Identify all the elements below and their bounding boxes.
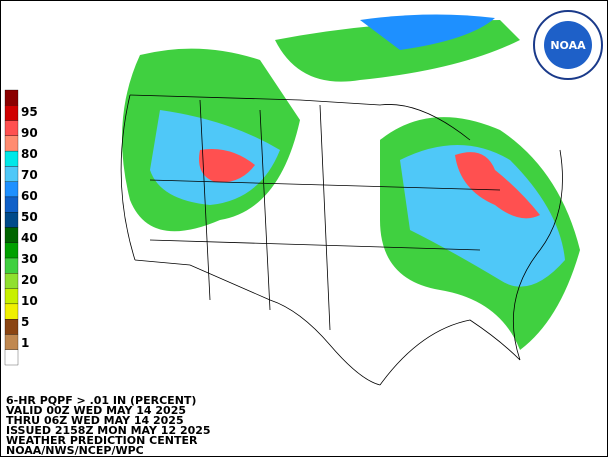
legend-swatch	[4, 257, 19, 274]
legend-swatch	[4, 242, 19, 259]
legend-swatch	[4, 166, 19, 182]
legend-label: 10	[21, 294, 38, 308]
legend-swatch	[4, 273, 19, 289]
legend-label: 90	[21, 126, 38, 140]
legend-label: 80	[21, 147, 38, 161]
legend-swatch	[4, 227, 19, 243]
precip-east-core	[400, 145, 565, 287]
legend-label: 30	[21, 252, 38, 266]
footer-line: ISSUED 2158Z MON MAY 12 2025	[6, 424, 211, 437]
borders	[120, 94, 563, 386]
legend-swatch	[4, 135, 19, 152]
precip-north-core	[360, 14, 495, 51]
footer-line: WEATHER PREDICTION CENTER	[6, 434, 198, 447]
noaa-logo: NOAA	[533, 10, 603, 80]
legend-swatch	[4, 150, 19, 167]
legend: 95 90 80 70 60 50 40 30 20 10 5 1	[4, 89, 38, 366]
west-coast	[120, 94, 136, 261]
legend-swatch	[4, 120, 19, 136]
legend-swatch	[4, 303, 19, 320]
legend-swatch	[4, 319, 19, 335]
legend-label: 70	[21, 168, 38, 182]
legend-label: 40	[21, 231, 38, 245]
legend-label: 20	[21, 273, 38, 287]
footer-line: 6-HR PQPF > .01 IN (PERCENT)	[6, 394, 196, 407]
precip-east-high	[455, 152, 540, 219]
legend-swatch	[4, 196, 19, 213]
precip-west-high	[199, 149, 255, 183]
legend-label: 60	[21, 189, 38, 203]
logo-disc	[544, 21, 592, 69]
legend-label: 5	[21, 315, 29, 329]
us-mexico-border	[134, 259, 381, 386]
footer: 6-HR PQPF > .01 IN (PERCENT)VALID 00Z WE…	[6, 394, 211, 457]
us-canada-border	[129, 94, 471, 141]
footer-line: THRU 06Z WED MAY 14 2025	[6, 414, 184, 427]
legend-swatch	[4, 105, 19, 121]
legend-label: 50	[21, 210, 38, 224]
state-lines	[149, 99, 501, 331]
legend-swatch	[4, 89, 19, 106]
legend-label: 1	[21, 336, 29, 350]
legend-swatch	[4, 288, 19, 305]
legend-swatch	[4, 181, 19, 198]
logo-text: NOAA	[550, 39, 586, 52]
legend-label: 95	[21, 105, 38, 119]
footer-line: VALID 00Z WED MAY 14 2025	[6, 404, 186, 417]
legend-swatch	[4, 349, 19, 366]
gulf-east-coast	[379, 149, 563, 386]
precip-areas	[122, 14, 580, 350]
footer-line: NOAA/NWS/NCEP/WPC	[6, 444, 144, 457]
legend-swatch	[4, 212, 19, 228]
legend-swatch	[4, 334, 19, 350]
